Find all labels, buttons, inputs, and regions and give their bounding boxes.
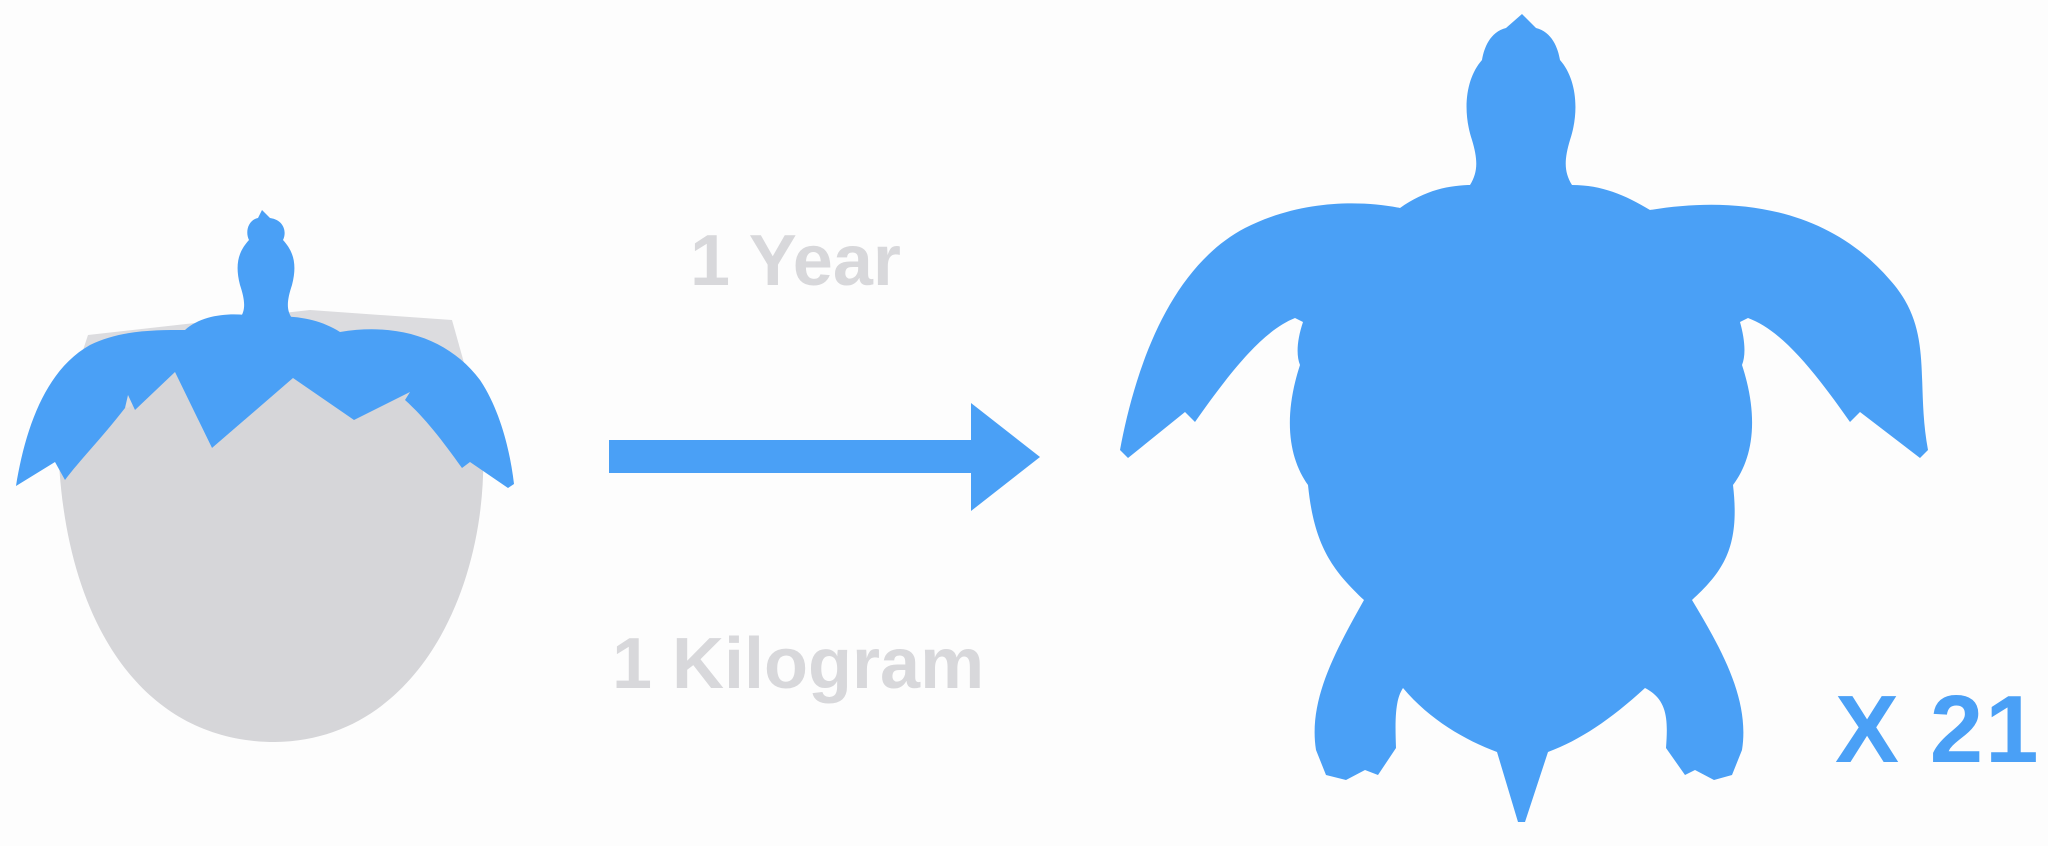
hatchling-head bbox=[237, 210, 295, 318]
hatchling-body bbox=[16, 314, 514, 488]
multiplier-label: X 21 bbox=[1835, 676, 2041, 783]
right-arrow-icon bbox=[609, 403, 1040, 511]
weight-label: 1 Kilogram bbox=[612, 624, 985, 704]
time-label: 1 Year bbox=[690, 221, 901, 301]
hatchling-egg-icon bbox=[16, 210, 514, 742]
turtle-head bbox=[1466, 14, 1576, 185]
turtle-body bbox=[1120, 185, 1928, 822]
egg-shell bbox=[58, 372, 484, 742]
adult-sea-turtle-icon bbox=[1120, 14, 1928, 822]
